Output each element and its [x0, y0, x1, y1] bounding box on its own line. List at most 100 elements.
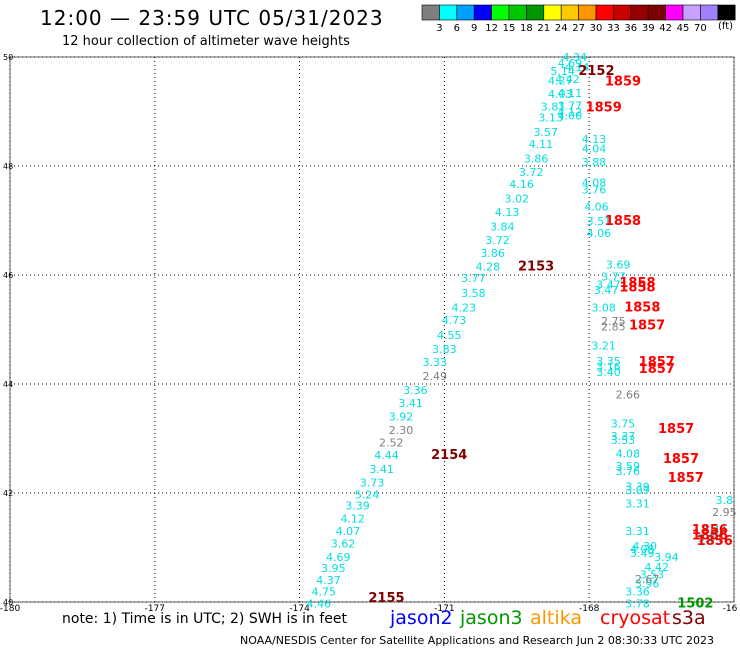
wave-height-label: 3.33	[422, 356, 447, 369]
axis-labels: -180 -177 -174 -171 -168 -16 40 42 44 46 48 50	[0, 53, 738, 614]
colorbar-label: 12	[485, 23, 498, 34]
wave-height-label: 3.77	[461, 272, 486, 285]
x-tick-label: -16	[723, 604, 738, 614]
wave-height-label: 4.37	[316, 574, 341, 587]
x-tick-label: -174	[289, 604, 310, 614]
wave-height-label: 4.69	[326, 551, 351, 564]
wave-height-label: 4.46	[307, 597, 332, 610]
track-time-label: 1859	[586, 101, 622, 116]
track-time-label: 1502	[677, 596, 713, 611]
colorbar-label: 3	[436, 23, 442, 34]
colorbar-swatch	[439, 4, 458, 21]
wave-height-label: 4.34	[562, 51, 587, 64]
x-tick-label: -171	[434, 604, 454, 614]
wave-height-label: 4.11	[529, 138, 554, 151]
wave-height-label: 3.8	[716, 494, 734, 507]
wave-height-label: 4.06	[584, 201, 609, 214]
colorbar-swatch	[682, 4, 701, 21]
wave-height-label: 2.85	[601, 321, 626, 334]
colorbar-label: 36	[624, 23, 637, 34]
data-points: 4.344.694.145.144.424.274.034.113.774.12…	[307, 51, 737, 612]
page-subtitle: 12 hour collection of altimeter wave hei…	[62, 34, 350, 49]
track-time-label: 1859	[605, 74, 641, 89]
track-time-label: 1858	[619, 280, 655, 295]
colorbar-label: 42	[659, 23, 672, 34]
wave-height-label: 4.06	[587, 227, 612, 240]
colorbar-label: 39	[642, 23, 655, 34]
y-tick-label: 48	[3, 162, 13, 171]
wave-height-label: 4.04	[582, 142, 607, 155]
footer-credit: NOAA/NESDIS Center for Satellite Applica…	[240, 634, 715, 647]
wave-height-label: 3.36	[625, 585, 650, 598]
wave-height-label: 3.83	[432, 343, 457, 356]
x-tick-label: -177	[145, 604, 165, 614]
wave-height-label: 3.86	[480, 247, 505, 260]
x-tick-label: -168	[579, 604, 600, 614]
track-time-label: 1857	[668, 471, 704, 486]
wave-height-label: 3.31	[625, 498, 650, 511]
wave-height-label: 3.92	[389, 411, 414, 424]
colorbar: 3 6 9 12 15 18 21 24 27 30 33 36 39 42 45 70	[421, 4, 736, 34]
y-tick-label: 46	[3, 271, 13, 280]
wave-height-label: 3.77	[601, 270, 626, 283]
wave-height-label: 3.35	[596, 355, 621, 368]
colorbar-label: 15	[503, 23, 516, 34]
wave-height-label: 3.76	[616, 465, 641, 478]
wave-height-label: 3.37	[611, 430, 636, 443]
wave-height-label: 4.08	[582, 177, 607, 190]
wave-height-label: 3.58	[461, 287, 486, 300]
page-title: 12:00 — 23:59 UTC 05/31/2023	[40, 6, 384, 30]
colorbar-swatch	[508, 4, 527, 21]
colorbar-label: 18	[520, 23, 533, 34]
wave-height-label: 2.52	[379, 437, 404, 450]
legend-jason2: jason2	[390, 607, 453, 629]
track-time-label: 1857	[658, 422, 694, 437]
wave-height-label: 3.84	[698, 532, 723, 545]
wave-height-label: 3.16	[596, 360, 621, 373]
wave-height-label: 3.88	[582, 156, 607, 169]
colorbar-swatch	[526, 4, 545, 21]
wave-height-label: 4.08	[616, 448, 641, 461]
wave-height-label: 3.40	[596, 366, 621, 379]
colorbar-swatch	[473, 4, 492, 21]
wave-height-label: 4.44	[374, 449, 399, 462]
wave-height-label: 3.81	[541, 100, 566, 113]
wave-height-label: 3.53	[611, 434, 636, 447]
wave-height-label: 4.07	[336, 525, 361, 538]
y-tick-label: 50	[3, 53, 13, 62]
wave-height-label: 2.49	[422, 370, 447, 383]
colorbar-label: 9	[471, 23, 477, 34]
track-time-label: 1858	[619, 276, 655, 291]
wave-height-label: 2.67	[635, 573, 660, 586]
track-time-label: 1857	[639, 355, 675, 370]
wave-height-label: 4.16	[509, 178, 534, 191]
wave-height-label: 4.11	[558, 87, 583, 100]
track-time-label: 2152	[578, 64, 614, 79]
wave-height-label: 3.39	[345, 499, 370, 512]
wave-height-label: 3.86	[524, 153, 549, 166]
colorbar-swatch	[491, 4, 510, 21]
wave-height-label: 2.95	[712, 506, 737, 519]
wave-height-label: 3.62	[331, 538, 356, 551]
wave-height-label: 3.78	[625, 597, 650, 610]
wave-height-label: 4.23	[451, 302, 476, 315]
track-time-label: 1858	[624, 301, 660, 316]
wave-height-label: 4.12	[340, 512, 365, 525]
wave-height-label: 4.27	[548, 74, 573, 87]
wave-height-label: 5.14	[550, 65, 575, 78]
wave-height-label: 3.21	[591, 340, 616, 353]
wave-height-label: 4.03	[548, 88, 573, 101]
wave-height-label: 3.96	[635, 577, 660, 590]
wave-height-label: 3.72	[519, 166, 544, 179]
track-time-label: 1858	[605, 214, 641, 229]
wave-height-label: 4.13	[495, 206, 520, 219]
colorbar-label: 24	[555, 23, 568, 34]
wave-height-label: 3.69	[606, 258, 631, 271]
wave-height-label: 4.30	[632, 540, 657, 553]
legend-jason3: jason3	[460, 607, 523, 629]
wave-height-label: 4.12	[558, 106, 583, 119]
track-time-label: 1856	[692, 523, 728, 538]
colorbar-swatch	[456, 4, 475, 21]
track-time-label: 1857	[639, 362, 675, 377]
